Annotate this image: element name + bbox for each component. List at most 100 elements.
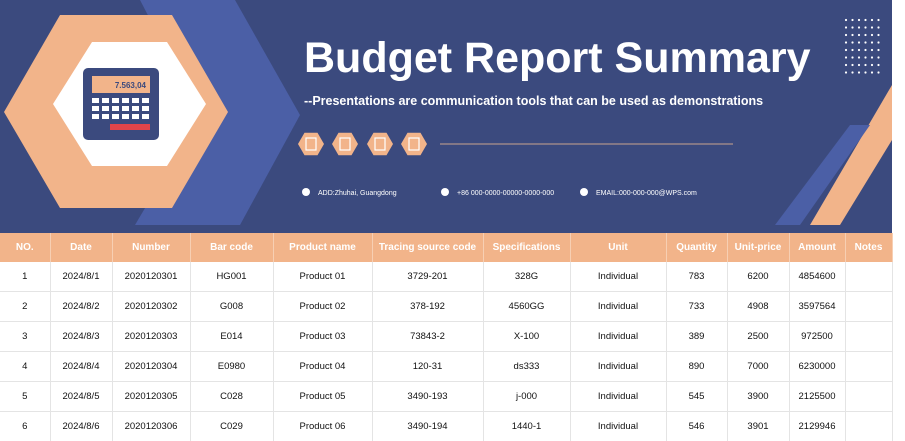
table-cell: 4854600 (789, 262, 846, 292)
table-row: 5 2024/8/5 2020120305 C028 Product 05 3490-19… (0, 381, 893, 412)
dot (857, 71, 861, 74)
dot (851, 71, 854, 74)
dot-grid (844, 18, 880, 74)
bullet (441, 188, 449, 196)
table-cell: 2024/8/2 (50, 291, 113, 322)
table-cell: 378-192 (372, 291, 484, 322)
table-cell: 546 (666, 411, 728, 441)
dot (844, 18, 848, 22)
dot (844, 63, 848, 67)
dot (864, 63, 867, 67)
table-cell (845, 291, 893, 322)
key (142, 114, 149, 119)
stripe-dark (775, 125, 870, 225)
table-cell (845, 411, 893, 441)
dot (877, 63, 880, 67)
table-cell: 5 (0, 381, 51, 412)
table-cell: 2024/8/5 (50, 381, 113, 412)
table-cell (845, 381, 893, 412)
bullet (302, 188, 310, 196)
key (132, 106, 139, 111)
table-cell: 972500 (789, 321, 846, 352)
dot (851, 41, 854, 44)
budget-table: NO. Date Number Bar code Product name Tracing… (0, 233, 893, 441)
table-cell: Product 03 (273, 321, 373, 352)
icon-hexagon (367, 132, 393, 156)
table-row: 6 2024/8/6 2020120306 C029 Product 06 3490-19… (0, 411, 893, 441)
contact: ADD:Zhuhai, Guangdong (318, 190, 397, 197)
dot (864, 41, 867, 44)
dot (870, 71, 874, 74)
table-cell: 3490-194 (372, 411, 484, 441)
column-header: Product name (273, 233, 373, 262)
dot (870, 56, 874, 59)
calculator-screen (92, 76, 150, 93)
key (132, 114, 139, 119)
table-row: 3 2024/8/3 2020120303 E014 Product 03 73843-2… (0, 321, 893, 352)
dot (877, 41, 880, 44)
dot (877, 48, 880, 52)
table-cell: 2024/8/4 (50, 351, 113, 382)
table-row: 1 2024/8/1 2020120301 HG001 Product 01 3729-2… (0, 262, 893, 292)
key (112, 106, 119, 111)
table-cell (845, 321, 893, 352)
column-header: Specifications (483, 233, 571, 262)
table-cell: 2500 (727, 321, 790, 352)
dot (864, 26, 867, 29)
dot (844, 33, 848, 37)
table-cell (845, 262, 893, 292)
table-cell: Product 01 (273, 262, 373, 292)
table-cell: Individual (570, 351, 667, 382)
calculator-key-bar (110, 124, 150, 130)
dot (864, 56, 867, 59)
table-cell: 2020120302 (112, 291, 191, 322)
table-cell: 2020120304 (112, 351, 191, 382)
key (92, 98, 99, 103)
column-header: Bar code (190, 233, 274, 262)
column-header: Notes (845, 233, 893, 262)
table-cell: 2 (0, 291, 51, 322)
dot (844, 48, 848, 52)
column-header: Date (50, 233, 113, 262)
table-cell: 3900 (727, 381, 790, 412)
dot (857, 63, 861, 67)
table-cell: Individual (570, 262, 667, 292)
table-cell: 2020120305 (112, 381, 191, 412)
table-cell: X-100 (483, 321, 571, 352)
table-row: 4 2024/8/4 2020120304 E0980 Product 04 120-31… (0, 351, 893, 382)
table-cell: 1440-1 (483, 411, 571, 441)
table-cell: 1 (0, 262, 51, 292)
column-header: Unit (570, 233, 667, 262)
table-cell: 2020120301 (112, 262, 191, 292)
contact: EMAIL:000-000-000@WPS.com (596, 190, 697, 197)
table-cell: 6200 (727, 262, 790, 292)
dot (851, 48, 854, 52)
key (132, 98, 139, 103)
dot (857, 18, 861, 22)
table-cell: 3901 (727, 411, 790, 441)
dot (857, 26, 861, 29)
icons (298, 132, 427, 156)
table-cell: 783 (666, 262, 728, 292)
table-cell: Product 05 (273, 381, 373, 412)
column-header: Number (112, 233, 191, 262)
table-cell: 2024/8/1 (50, 262, 113, 292)
table-cell: HG001 (190, 262, 274, 292)
table-cell: C028 (190, 381, 274, 412)
dot (844, 56, 848, 59)
table-cell: E014 (190, 321, 274, 352)
dot (870, 48, 874, 52)
table-cell: Product 06 (273, 411, 373, 441)
column-header: Amount (789, 233, 846, 262)
stripe (810, 85, 892, 225)
key (92, 114, 99, 119)
table-cell: 7000 (727, 351, 790, 382)
table-cell: Product 02 (273, 291, 373, 322)
table-cell: 3 (0, 321, 51, 352)
dot (864, 33, 867, 37)
dot (851, 26, 854, 29)
dot (877, 18, 880, 22)
table-cell: j-000 (483, 381, 571, 412)
table-cell: G008 (190, 291, 274, 322)
